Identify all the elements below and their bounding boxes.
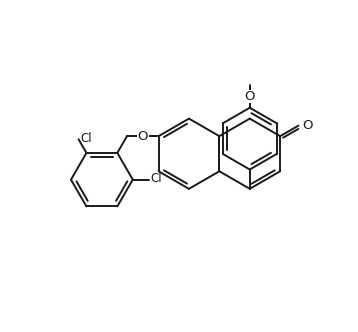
- Text: O: O: [303, 119, 313, 132]
- Text: Cl: Cl: [80, 132, 92, 145]
- Text: O: O: [137, 130, 148, 143]
- Text: O: O: [245, 90, 255, 103]
- Text: Cl: Cl: [150, 172, 162, 186]
